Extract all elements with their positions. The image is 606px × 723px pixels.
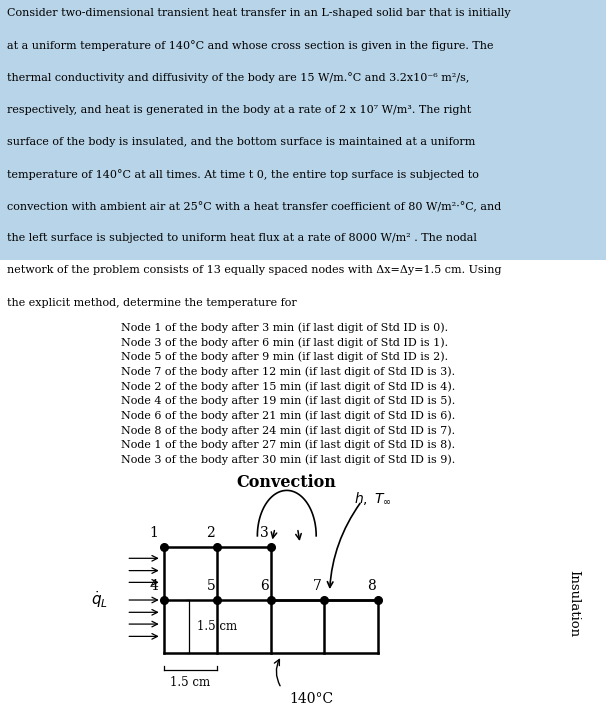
Text: 4: 4 (150, 579, 159, 593)
Text: Insulation: Insulation (567, 570, 580, 637)
Text: convection with ambient air at 25°C with a heat transfer coefficient of 80 W/m²·: convection with ambient air at 25°C with… (7, 201, 502, 212)
Text: 1: 1 (150, 526, 159, 539)
Text: 6: 6 (260, 579, 268, 593)
Text: Node 1 of the body after 27 min (if last digit of Std ID is 8).: Node 1 of the body after 27 min (if last… (121, 440, 455, 450)
Text: Node 6 of the body after 21 min (if last digit of Std ID is 6).: Node 6 of the body after 21 min (if last… (121, 411, 456, 421)
Text: network of the problem consists of 13 equally spaced nodes with Δx=Δy=1.5 cm. Us: network of the problem consists of 13 eq… (7, 265, 502, 275)
Text: 5: 5 (207, 579, 215, 593)
Text: temperature of 140°C at all times. At time t 0, the entire top surface is subjec: temperature of 140°C at all times. At ti… (7, 169, 479, 180)
Text: Node 8 of the body after 24 min (if last digit of Std ID is 7).: Node 8 of the body after 24 min (if last… (121, 425, 455, 436)
Text: Node 3 of the body after 30 min (if last digit of Std ID is 9).: Node 3 of the body after 30 min (if last… (121, 455, 456, 465)
Text: the left surface is subjected to uniform heat flux at a rate of 8000 W/m² . The : the left surface is subjected to uniform… (7, 234, 477, 243)
Text: 3: 3 (260, 526, 268, 539)
Text: $\dot{q}_L$: $\dot{q}_L$ (91, 589, 108, 610)
Text: Node 4 of the body after 19 min (if last digit of Std ID is 5).: Node 4 of the body after 19 min (if last… (121, 396, 456, 406)
Text: Convection: Convection (237, 474, 337, 492)
Text: Node 5 of the body after 9 min (if last digit of Std ID is 2).: Node 5 of the body after 9 min (if last … (121, 352, 448, 362)
Text: respectively, and heat is generated in the body at a rate of 2 x 10⁷ W/m³. The r: respectively, and heat is generated in t… (7, 105, 471, 114)
Text: Node 1 of the body after 3 min (if last digit of Std ID is 0).: Node 1 of the body after 3 min (if last … (121, 322, 448, 333)
Text: Node 7 of the body after 12 min (if last digit of Std ID is 3).: Node 7 of the body after 12 min (if last… (121, 367, 455, 377)
Text: 140°C: 140°C (290, 692, 333, 706)
Bar (0, 260, 606, 322)
Text: 8: 8 (367, 579, 376, 593)
Text: 2: 2 (207, 526, 215, 539)
Text: Consider two-dimensional transient heat transfer in an L-shaped solid bar that i: Consider two-dimensional transient heat … (7, 8, 511, 18)
Text: $h,\ T_\infty$: $h,\ T_\infty$ (354, 490, 391, 507)
Text: Node 3 of the body after 6 min (if last digit of Std ID is 1).: Node 3 of the body after 6 min (if last … (121, 337, 448, 348)
Text: 1.5 cm: 1.5 cm (170, 676, 211, 689)
Text: at a uniform temperature of 140°C and whose cross section is given in the figure: at a uniform temperature of 140°C and wh… (7, 40, 494, 51)
Text: Node 2 of the body after 15 min (if last digit of Std ID is 4).: Node 2 of the body after 15 min (if last… (121, 381, 456, 392)
Text: surface of the body is insulated, and the bottom surface is maintained at a unif: surface of the body is insulated, and th… (7, 137, 476, 147)
Text: 7: 7 (313, 579, 322, 593)
Text: 1.5 cm: 1.5 cm (197, 620, 237, 633)
Text: thermal conductivity and diffusivity of the body are 15 W/m.°C and 3.2x10⁻⁶ m²/s: thermal conductivity and diffusivity of … (7, 72, 470, 83)
Text: the explicit method, determine the temperature for: the explicit method, determine the tempe… (7, 298, 297, 307)
